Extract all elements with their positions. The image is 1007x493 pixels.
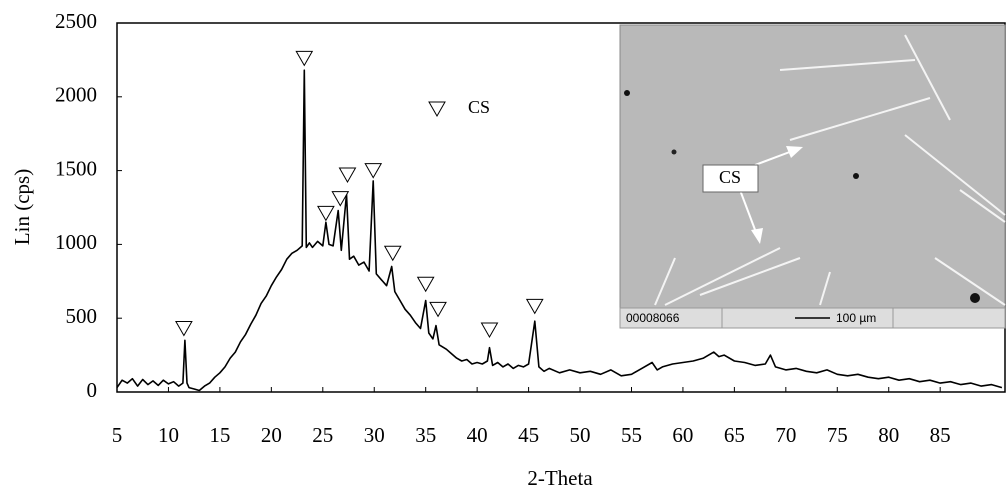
x-tick-label: 50 — [570, 423, 591, 447]
x-tick-label: 80 — [878, 423, 899, 447]
y-tick-label: 1000 — [55, 230, 97, 254]
legend-marker — [428, 101, 446, 118]
peak-marker — [480, 322, 499, 339]
y-axis-label: Lin (cps) — [10, 169, 34, 245]
needles — [654, 34, 1006, 306]
x-tick-label: 65 — [724, 423, 745, 447]
x-tick-label: 55 — [621, 423, 642, 447]
peak-marker — [317, 205, 335, 222]
peak-marker — [331, 191, 350, 207]
legend-label: CS — [468, 97, 490, 117]
x-axis-label: 2-Theta — [527, 466, 593, 490]
x-tick-label: 25 — [312, 423, 333, 447]
peak-marker — [383, 245, 402, 262]
y-tick-label: 0 — [87, 378, 98, 402]
x-tick-label: 75 — [827, 423, 848, 447]
peak-marker — [525, 298, 544, 315]
inset-background — [619, 24, 1006, 329]
peak-marker — [338, 167, 357, 184]
peak-marker — [295, 50, 314, 67]
x-tick-label: 30 — [364, 423, 385, 447]
y-tick-label: 2500 — [55, 9, 97, 33]
y-tick-label: 2000 — [55, 83, 97, 107]
xrd-line — [116, 69, 1003, 392]
inset-label: CS — [719, 167, 741, 187]
x-tick-label: 15 — [209, 423, 230, 447]
peak-marker — [416, 276, 435, 293]
y-tick-label: 500 — [66, 304, 98, 328]
y-tick-label: 1500 — [55, 156, 97, 180]
x-tick-label: 40 — [467, 423, 488, 447]
x-tick-label: 20 — [261, 423, 282, 447]
inset-image-id: 00008066 — [626, 311, 680, 325]
x-tick-label: 5 — [112, 423, 123, 447]
peak-marker — [364, 163, 383, 179]
peak-marker — [429, 301, 447, 318]
inset-label-box — [702, 164, 759, 193]
x-tick-label: 45 — [518, 423, 539, 447]
x-tick-label: 70 — [775, 423, 796, 447]
inset-scale-bar: 100 µm — [836, 311, 876, 325]
x-tick-label: 10 — [158, 423, 179, 447]
inset-image: 00008066 100 µm CS — [619, 24, 1006, 329]
x-tick-label: 85 — [930, 423, 951, 447]
x-tick-label: 60 — [672, 423, 693, 447]
x-tick-label: 35 — [415, 423, 436, 447]
peak-marker — [175, 321, 193, 337]
